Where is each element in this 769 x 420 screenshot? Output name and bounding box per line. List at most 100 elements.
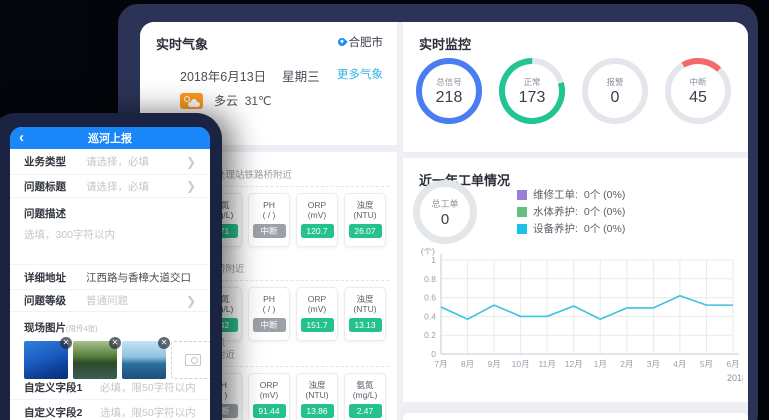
camera-icon: [185, 354, 201, 366]
station-name: 桥附近: [216, 264, 245, 275]
workorder-total-donut: 总工单 0: [413, 180, 477, 244]
svg-text:7月: 7月: [434, 359, 447, 369]
dashboard: 实时气象 合肥市 2018年6月13日 星期三 更多气象 多云 31℃ 处理站铁路…: [140, 22, 748, 420]
site-photo[interactable]: ✕: [24, 337, 72, 379]
svg-text:2月: 2月: [620, 359, 633, 369]
sensor-card: PH( / ) 中断: [248, 193, 290, 247]
field-business-type[interactable]: 业务类型 请选择，必填 ❯: [10, 149, 210, 175]
phone-page-title: 巡河上报: [88, 133, 132, 145]
svg-text:0.2: 0.2: [424, 330, 436, 340]
delete-photo-icon[interactable]: ✕: [158, 337, 170, 349]
workorder-legend: 维修工单: 0个 (0%) 水体养护: 0个 (0%) 设备养护: 0个 (0%): [517, 186, 625, 237]
svg-text:3月: 3月: [647, 359, 660, 369]
field-placeholder: 请选择，必填: [86, 156, 149, 168]
field-issue-description[interactable]: 问题描述 选填，300字符以内: [10, 198, 210, 265]
city-selector[interactable]: 合肥市: [335, 34, 384, 50]
cloudy-sun-icon: [180, 92, 203, 109]
svg-text:9月: 9月: [487, 359, 500, 369]
svg-text:5月: 5月: [700, 359, 713, 369]
sensor-card: 浊度 (NTU) 13.13: [344, 287, 386, 341]
weather-card-title: 实时气象: [156, 37, 209, 52]
phone-header: ‹ 巡河上报: [10, 127, 210, 149]
workorder-card: 近一年工单情况 总工单 0 维修工单: 0个 (0%) 水体养护: 0个 (0%) 设备养…: [403, 158, 748, 402]
monitor-ring: 总信号 218: [416, 58, 482, 124]
sensor-card: 氨氮 (mg/L) 2.47: [344, 373, 386, 420]
field-label: 业务类型: [24, 156, 66, 168]
field-label: 问题标题: [24, 180, 66, 193]
field-custom-1[interactable]: 自定义字段1 必填，限50字符以内: [10, 375, 210, 400]
sensor-card: 浊度 (NTU) 13.86: [296, 373, 338, 420]
field-issue-title[interactable]: 问题标题 请选择，必填 ❯: [10, 175, 210, 198]
field-label: 现场图片: [24, 322, 66, 334]
sensor-value-badge: 120.7: [300, 224, 334, 238]
monitor-ring: 报警 0: [582, 58, 648, 124]
add-photo-button[interactable]: [171, 341, 210, 379]
legend-value: 0个 (0%): [583, 223, 626, 235]
monitor-ring: 中断 45: [665, 58, 731, 124]
field-issue-level[interactable]: 问题等级 普通问题 ❯: [10, 290, 210, 312]
field-address[interactable]: 详细地址 江西路与香樟大道交口: [10, 265, 210, 290]
legend-value: 0个 (0%): [583, 189, 626, 201]
delete-photo-icon[interactable]: ✕: [60, 337, 72, 349]
monitor-ring: 正常 173: [499, 58, 565, 124]
station-name: 附近: [216, 350, 236, 361]
sensor-value-badge: 26.07: [348, 224, 382, 238]
field-placeholder: 必填，限50字符以内: [100, 381, 196, 394]
legend-item: 设备养护: 0个 (0%): [517, 220, 625, 237]
city-label: 合肥市: [348, 37, 384, 49]
field-custom-2[interactable]: 自定义字段2 选填，限50字符以内: [10, 400, 210, 420]
total-workorder-label: 总工单: [431, 198, 459, 209]
legend-color-swatch: [517, 189, 527, 200]
back-button[interactable]: ‹: [19, 129, 24, 146]
phone-screen: ‹ 巡河上报 业务类型 请选择，必填 ❯ 问题标题 请选择，必填 ❯ 问题描述 …: [10, 127, 210, 420]
legend-label: 维修工单:: [533, 189, 578, 201]
legend-item: 水体养护: 0个 (0%): [517, 203, 625, 220]
sensor-card: PH( / ) 中断: [248, 287, 290, 341]
photo-row: ✕ ✕ ✕: [16, 337, 210, 379]
workorder-line-chart: (个) 0 0.2 0.4 0.6 0.8 1 7月 8月 9月 10月 11月 12月 1月 2月 3月 4月…: [413, 246, 747, 400]
sensor-label: 氨氮(mg/L): [352, 380, 378, 400]
sensor-card: 浊度 (NTU) 26.07: [344, 193, 386, 247]
phone-overlay: ‹ 巡河上报 业务类型 请选择，必填 ❯ 问题标题 请选择，必填 ❯ 问题描述 …: [0, 113, 222, 420]
weather-temperature: 31℃: [244, 94, 272, 108]
next-card-edge: [403, 413, 748, 420]
ring-label: 报警: [606, 76, 624, 87]
field-placeholder: 请选择，必填: [86, 180, 149, 193]
sensor-value-badge: 91.44: [252, 404, 286, 418]
sensor-label: PH( / ): [262, 294, 276, 314]
location-pin-icon: [335, 36, 348, 48]
monitor-card-title: 实时监控: [419, 37, 472, 52]
ring-value: 218: [435, 88, 463, 106]
delete-photo-icon[interactable]: ✕: [109, 337, 121, 349]
station-name: 处理站铁路桥附近: [216, 170, 293, 181]
sensor-row: 氨氮(mg/L)0.42PH( / )中断ORP(mV)151.7浊度(NTU)…: [200, 287, 397, 341]
site-photo[interactable]: ✕: [122, 337, 170, 379]
site-photo[interactable]: ✕: [73, 337, 121, 379]
svg-text:0.8: 0.8: [424, 274, 436, 284]
sensor-card: ORP (mV) 151.7: [296, 287, 338, 341]
sensor-label: 浊度 (NTU): [353, 200, 377, 220]
weather-current: 多云 31℃: [180, 92, 272, 109]
svg-text:(个): (个): [421, 248, 435, 256]
divider: [200, 280, 389, 281]
legend-value: 0个 (0%): [583, 206, 626, 218]
field-label: 详细地址: [24, 271, 66, 284]
more-weather-link[interactable]: 更多气象: [337, 69, 383, 81]
photos-limit-note: (限传4张): [66, 324, 98, 333]
svg-text:6月: 6月: [726, 359, 739, 369]
weather-weekday: 星期三: [282, 70, 320, 84]
field-value: 普通问题: [86, 295, 128, 307]
total-workorder-value: 0: [440, 210, 450, 228]
field-placeholder: 选填，限50字符以内: [100, 406, 196, 419]
ring-label: 中断: [689, 76, 707, 87]
field-value: 江西路与香樟大道交口: [86, 271, 191, 284]
field-label: 问题等级: [24, 295, 66, 307]
ring-label: 正常: [523, 76, 541, 87]
divider: [200, 186, 389, 187]
svg-text:12月: 12月: [565, 359, 583, 369]
ring-value: 173: [518, 88, 546, 106]
chevron-right-icon: ❯: [185, 179, 196, 193]
sensor-label: PH( / ): [262, 200, 276, 220]
svg-text:11月: 11月: [539, 359, 556, 369]
legend-label: 设备养护:: [533, 223, 578, 235]
